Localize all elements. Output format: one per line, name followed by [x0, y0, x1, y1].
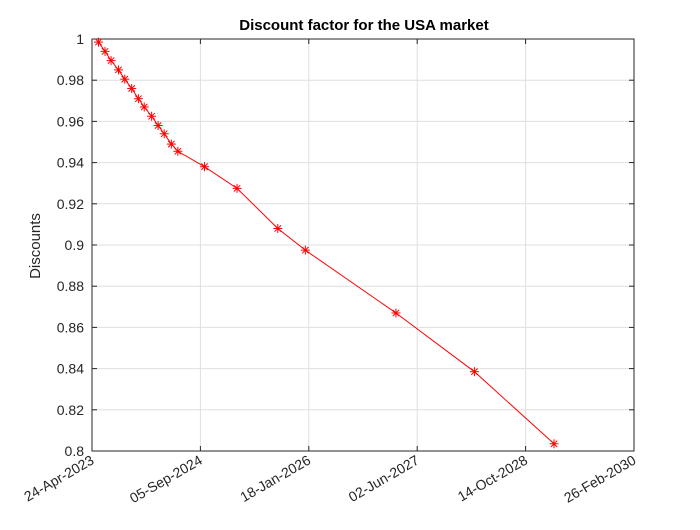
- data-point-marker: [469, 367, 479, 377]
- y-tick-label: 0.9: [65, 237, 85, 253]
- data-point-marker: [273, 224, 283, 234]
- data-point-marker: [166, 139, 176, 149]
- x-tick-label: 02-Jun-2027: [346, 452, 422, 505]
- data-point-marker: [113, 65, 123, 75]
- x-tick-label: 14-Oct-2028: [455, 452, 531, 505]
- data-point-marker: [147, 111, 157, 121]
- y-tick-label: 1: [76, 31, 84, 47]
- data-point-marker: [153, 121, 163, 131]
- x-tick-label: 26-Feb-2030: [561, 452, 639, 506]
- y-tick-label: 0.88: [57, 278, 84, 294]
- series-layer: [94, 37, 559, 449]
- x-tick-label: 18-Jan-2026: [237, 452, 313, 505]
- y-axis-ticks: 0.8 0.82 0.84 0.86 0.88 0.9 0.92 0.94 0.96 0.98 1: [57, 31, 634, 459]
- y-tick-label: 0.92: [57, 196, 84, 212]
- data-point-marker: [133, 94, 143, 104]
- data-point-marker: [391, 308, 401, 318]
- y-tick-label: 0.8: [65, 443, 85, 459]
- data-point-marker: [127, 83, 137, 93]
- y-tick-label: 0.86: [57, 319, 84, 335]
- data-point-marker: [200, 162, 210, 172]
- y-tick-label: 0.96: [57, 113, 84, 129]
- series-line: [98, 41, 555, 445]
- data-point-marker: [232, 183, 242, 193]
- data-point-marker: [549, 439, 559, 449]
- grid-lines: [91, 38, 635, 452]
- y-tick-label: 0.82: [57, 402, 84, 418]
- y-axis-label: Discounts: [27, 213, 44, 279]
- data-point-marker: [159, 129, 169, 139]
- data-point-marker: [300, 245, 310, 255]
- data-point-marker: [120, 74, 130, 84]
- data-point-marker: [106, 56, 116, 66]
- data-point-marker: [94, 37, 104, 47]
- y-tick-label: 0.84: [57, 361, 84, 377]
- x-tick-label: 05-Sep-2024: [127, 452, 205, 506]
- y-tick-label: 0.98: [57, 72, 84, 88]
- data-point-marker: [173, 146, 183, 156]
- chart-title: Discount factor for the USA market: [239, 17, 489, 34]
- data-point-marker: [100, 46, 110, 56]
- data-point-marker: [139, 102, 149, 112]
- x-tick-label: 24-Apr-2023: [21, 452, 97, 505]
- y-tick-label: 0.94: [57, 155, 84, 171]
